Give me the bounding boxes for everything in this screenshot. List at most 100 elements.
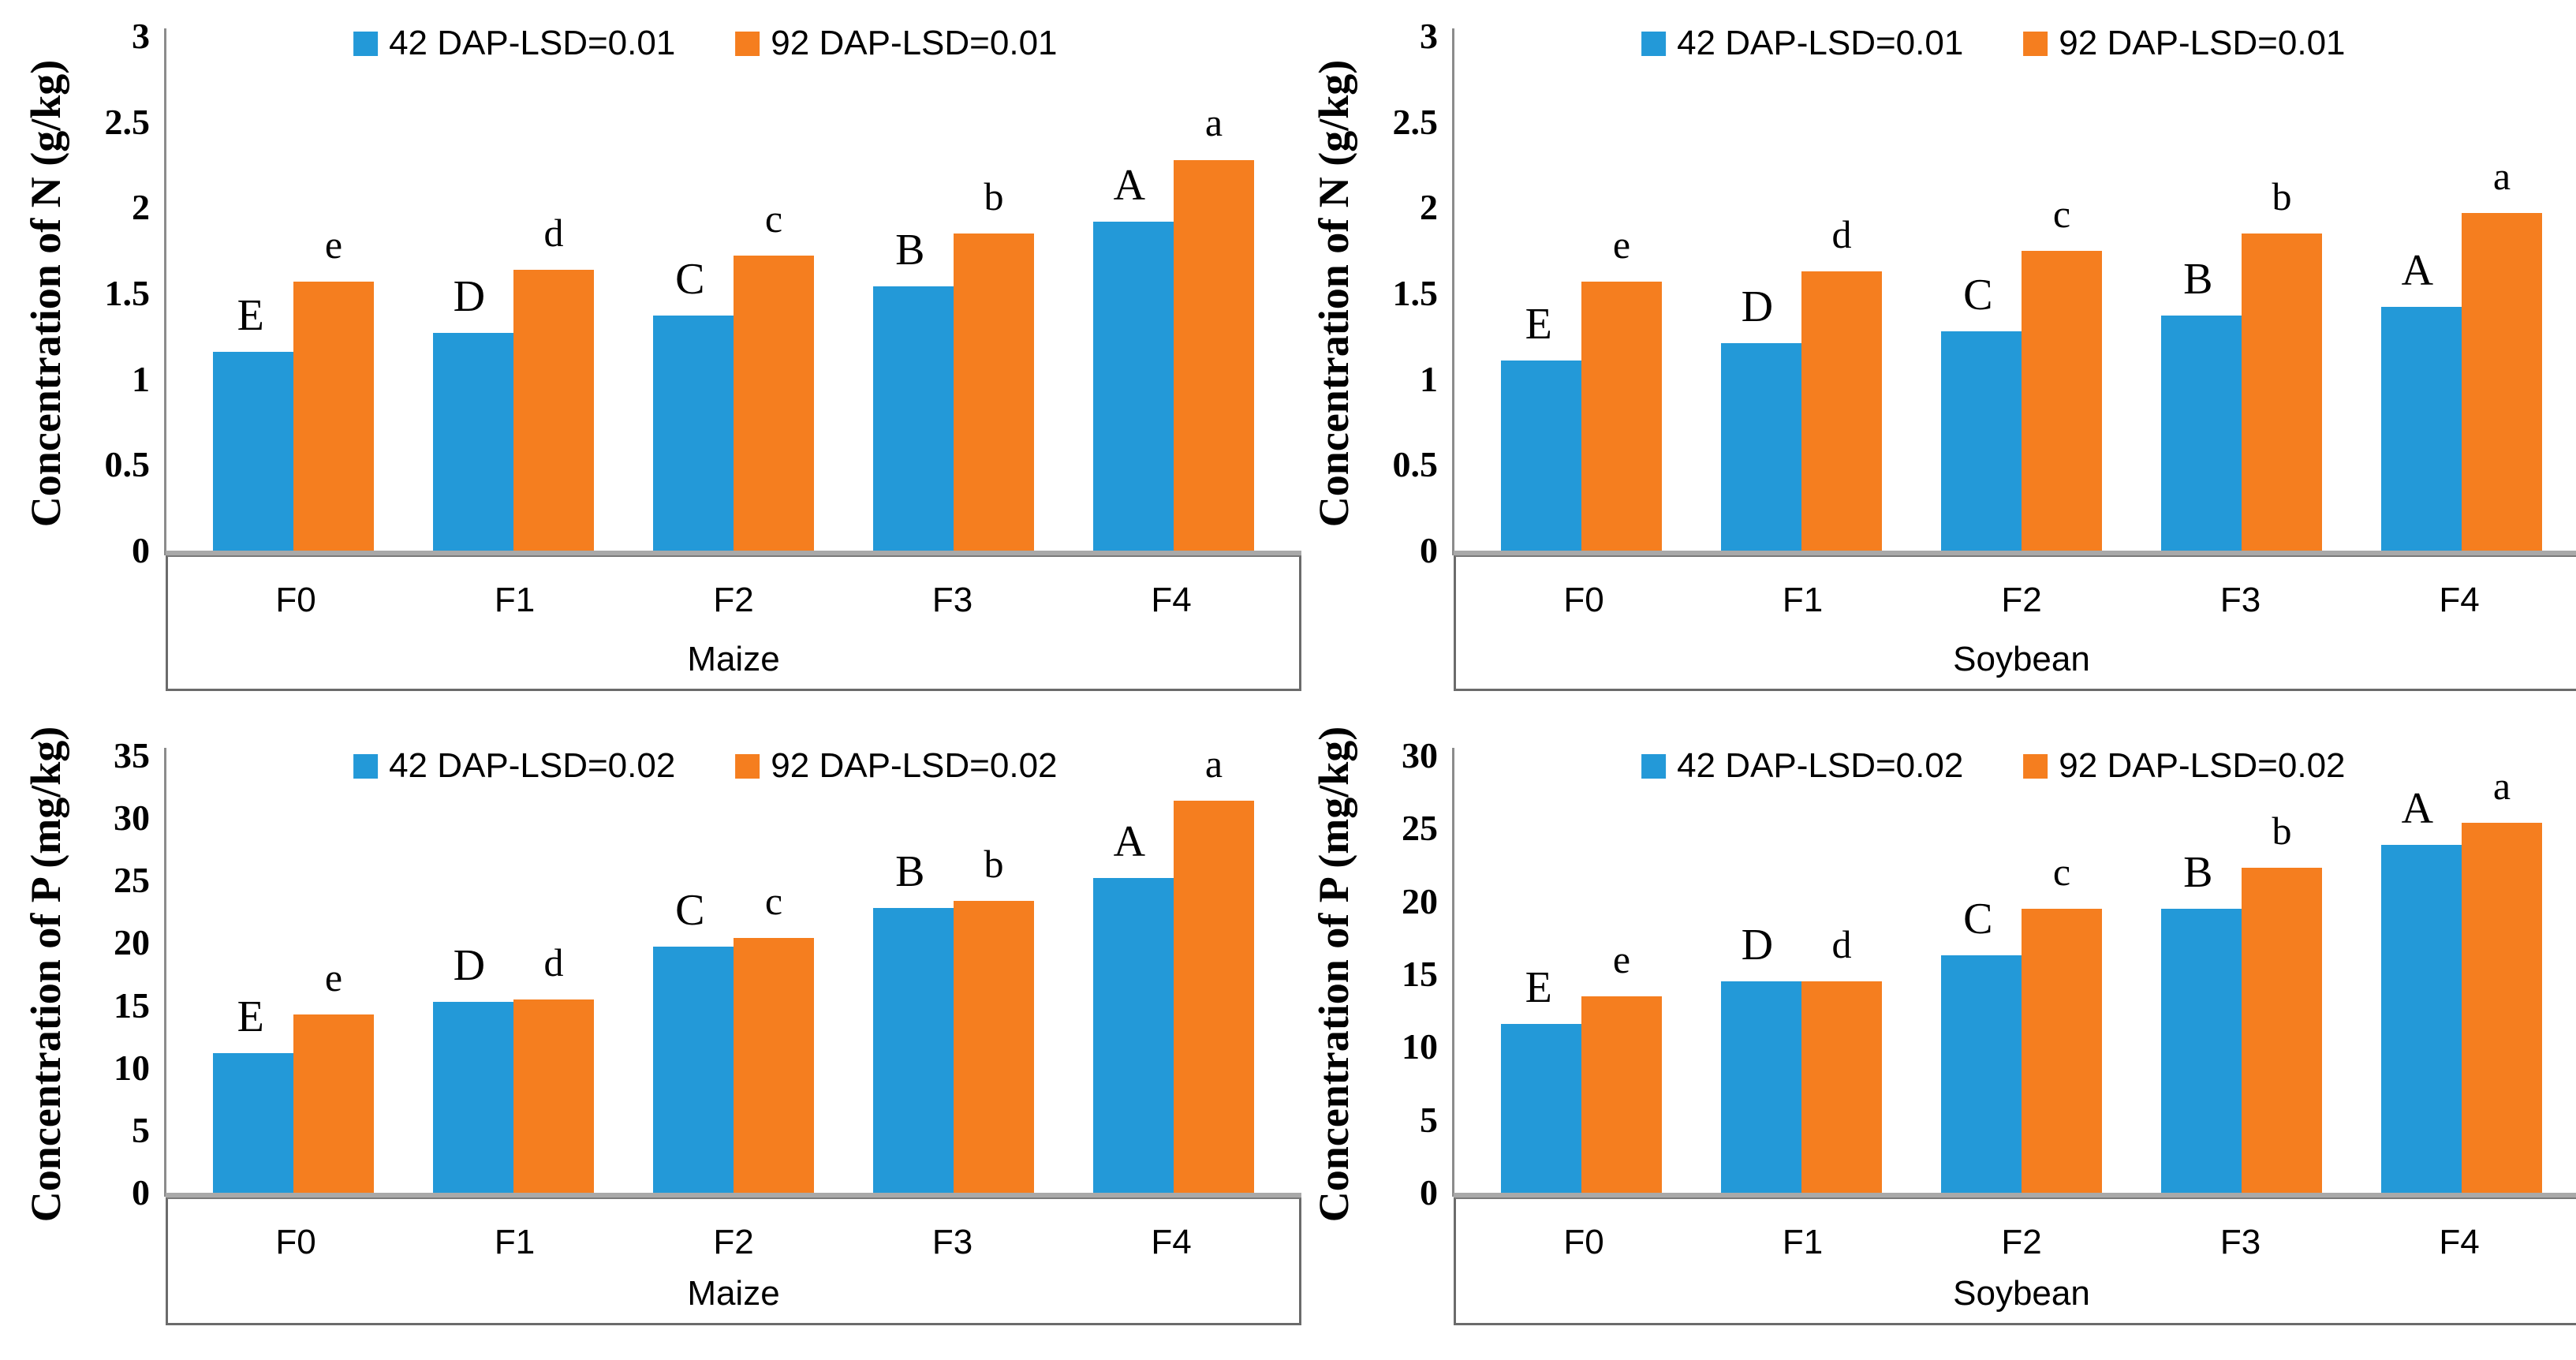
x-tick-label-f0: F0	[1563, 1223, 1604, 1261]
y-tick-label: 1.5	[104, 273, 151, 313]
bar-f1-92dap	[513, 269, 594, 551]
sig-letter-92dap: d	[1831, 922, 1852, 967]
sig-letter-42dap: A	[2401, 783, 2434, 833]
x-tick-label-f4: F4	[1151, 1223, 1192, 1261]
legend-label: 42 DAP-LSD=0.02	[1677, 746, 1964, 785]
sig-letter-42dap: E	[1525, 962, 1552, 1012]
legend-swatch-orange	[2023, 753, 2048, 779]
sig-letter-92dap: c	[2052, 849, 2071, 894]
sig-letter-42dap: A	[2401, 246, 2434, 296]
x-tick-labels: F0 F1 F2 F3 F4	[1456, 581, 2576, 620]
sig-letter-42dap: B	[2183, 255, 2213, 305]
y-tick-label: 0	[1420, 530, 1438, 570]
legend-label: 42 DAP-LSD=0.01	[389, 24, 676, 62]
legend-item-92dap: 92 DAP-LSD=0.01	[735, 24, 1058, 63]
x-axis-band: F0 F1 F2 F3 F4 Maize	[166, 1197, 1301, 1325]
y-tick-label: 30	[114, 798, 150, 839]
legend-label: 42 DAP-LSD=0.01	[1677, 24, 1964, 62]
chart-panel-maize-nitrogen: Concentration of N (g/kg) 3 2.5 2 1.5 1 0.5 0 …	[0, 0, 1301, 694]
sig-letter-92dap: d	[543, 210, 564, 255]
x-axis-title: Maize	[687, 1274, 780, 1313]
bar-f0-42dap	[213, 1052, 293, 1193]
bar-f3-42dap	[873, 908, 954, 1193]
sig-letter-42dap: B	[895, 226, 925, 275]
y-tick-label: 20	[114, 922, 150, 963]
bar-f3-42dap	[873, 286, 954, 551]
x-tick-label-f2: F2	[713, 581, 754, 619]
bar-f0-42dap	[1501, 360, 1581, 551]
y-tick-label: 5	[132, 1109, 150, 1150]
x-tick-labels: F0 F1 F2 F3 F4	[168, 581, 1299, 620]
y-tick-label: 2.5	[104, 101, 151, 142]
y-tick-label: 10	[1402, 1026, 1438, 1067]
sig-letter-92dap: a	[1204, 100, 1223, 145]
y-tick-label: 25	[114, 860, 150, 901]
bar-f2-42dap	[1941, 331, 2022, 551]
sig-letter-42dap: A	[1113, 160, 1146, 210]
bar-f1-42dap	[433, 333, 513, 551]
legend-swatch-blue	[1641, 753, 1667, 779]
x-tick-label-f4: F4	[2439, 1223, 2480, 1261]
legend-item-92dap: 92 DAP-LSD=0.02	[2023, 746, 2346, 786]
sig-letter-42dap: E	[237, 290, 264, 340]
y-axis-line	[1452, 748, 1454, 1197]
legend-swatch-orange	[735, 753, 760, 779]
legend: 42 DAP-LSD=0.01 92 DAP-LSD=0.01	[1641, 24, 2346, 63]
x-tick-label-f3: F3	[2219, 1223, 2261, 1261]
x-tick-label-f3: F3	[931, 581, 973, 619]
bar-f4-42dap	[2381, 844, 2462, 1193]
legend-swatch-blue	[353, 31, 379, 56]
y-tick-label: 1	[1420, 358, 1438, 399]
legend: 42 DAP-LSD=0.02 92 DAP-LSD=0.02	[353, 746, 1058, 786]
sig-letter-92dap: b	[2272, 174, 2292, 219]
sig-letter-92dap: e	[1612, 222, 1631, 267]
legend-label: 92 DAP-LSD=0.02	[771, 746, 1058, 785]
sig-letter-92dap: c	[764, 879, 783, 924]
x-tick-label-f0: F0	[275, 1223, 316, 1261]
sig-letter-92dap: b	[984, 174, 1004, 219]
x-tick-label-f0: F0	[275, 581, 316, 619]
sig-letter-92dap: e	[324, 955, 343, 999]
x-tick-label-f2: F2	[713, 1223, 754, 1261]
legend-item-92dap: 92 DAP-LSD=0.01	[2023, 24, 2346, 63]
legend-label: 92 DAP-LSD=0.01	[771, 24, 1058, 62]
bar-f4-42dap	[1093, 878, 1174, 1193]
y-tick-label: 10	[114, 1047, 150, 1088]
sig-letter-42dap: E	[1525, 299, 1552, 349]
sig-letter-92dap: e	[324, 222, 343, 267]
sig-letter-42dap: A	[1113, 817, 1146, 867]
y-tick-label: 35	[114, 735, 150, 775]
x-tick-label-f3: F3	[2219, 581, 2261, 619]
legend-label: 42 DAP-LSD=0.02	[389, 746, 676, 785]
bar-f2-92dap	[2022, 250, 2102, 551]
sig-letter-92dap: a	[2492, 153, 2511, 198]
y-axis-line	[164, 28, 166, 555]
bar-f1-92dap	[1801, 271, 1882, 551]
legend-item-42dap: 42 DAP-LSD=0.02	[353, 746, 675, 786]
sig-letter-42dap: E	[237, 992, 264, 1041]
bar-f4-92dap	[1174, 159, 1254, 551]
sig-letter-92dap: a	[1204, 741, 1223, 786]
y-tick-label: 0.5	[1392, 444, 1439, 485]
legend-item-42dap: 42 DAP-LSD=0.02	[1641, 746, 1963, 786]
